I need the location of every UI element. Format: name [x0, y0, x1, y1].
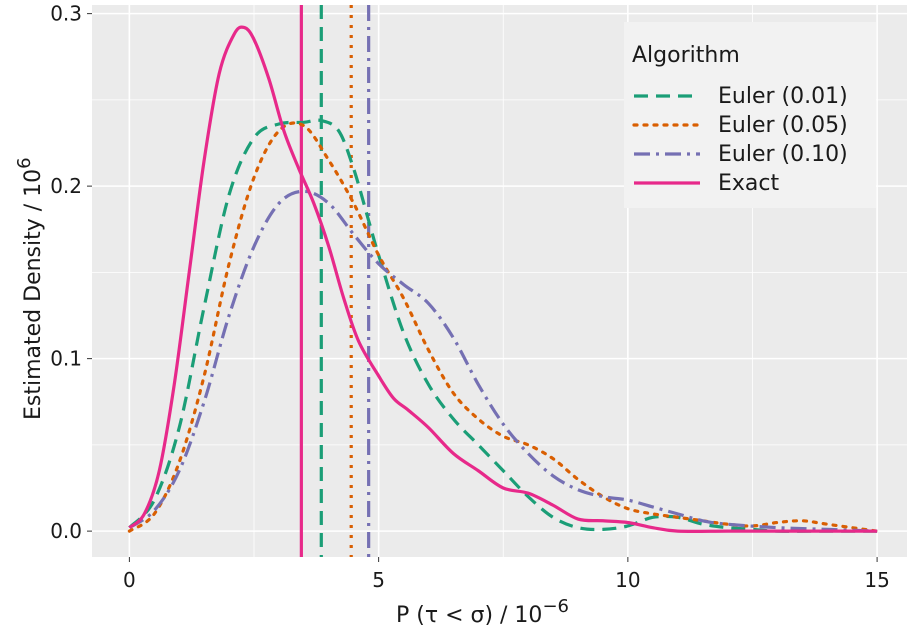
x-tick-label: 5 [372, 568, 385, 592]
mean-lines [299, 5, 371, 557]
legend-label-exact: Exact [718, 171, 779, 196]
x-axis-ticks: 0 5 10 15 [123, 557, 890, 592]
legend-label-euler-0-01: Euler (0.01) [718, 84, 848, 109]
y-axis-ticks: 0.0 0.1 0.2 0.3 [50, 2, 92, 543]
y-axis-title: Estimated Density / 106 [14, 157, 46, 420]
x-tick-label: 0 [123, 568, 136, 592]
series-line-euler-0-10 [128, 189, 878, 533]
series-line-euler-0-01 [128, 118, 878, 533]
x-axis-title: P (τ < σ) / 10−6 [396, 596, 569, 628]
legend: Algorithm Euler (0.01) Euler (0.05) Euler … [624, 22, 876, 208]
y-tick-label: 0.3 [50, 2, 82, 26]
y-tick-label: 0.0 [50, 519, 82, 543]
y-tick-label: 0.2 [50, 174, 82, 198]
legend-box [624, 22, 876, 208]
x-tick-label: 15 [864, 568, 889, 592]
y-tick-label: 0.1 [50, 347, 82, 371]
series-line-euler-0-05 [127, 121, 879, 533]
legend-label-euler-0-10: Euler (0.10) [718, 142, 848, 167]
legend-label-euler-0-05: Euler (0.05) [718, 113, 848, 138]
legend-title: Algorithm [632, 43, 740, 68]
density-curves [127, 25, 879, 533]
series-line-exact [128, 25, 878, 533]
x-tick-label: 10 [615, 568, 640, 592]
